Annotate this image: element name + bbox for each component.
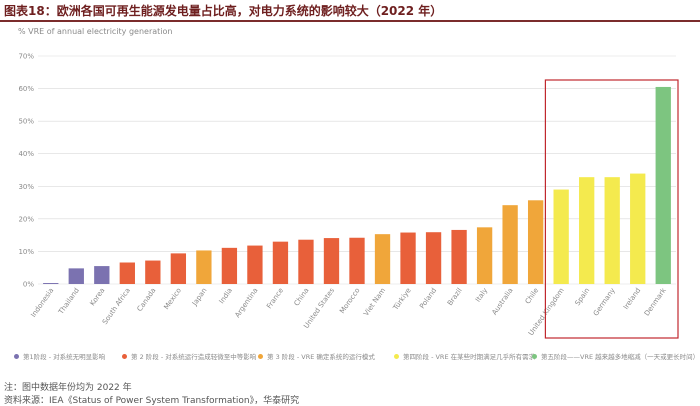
- x-category-label: Australia: [490, 287, 514, 317]
- legend-label: 第四阶段 - VRE 在某些时期满足几乎所有需求: [403, 353, 536, 361]
- bar-argentina: [247, 245, 263, 284]
- bar-spain: [579, 177, 595, 284]
- y-axis-label: % VRE of annual electricity generation: [18, 27, 173, 36]
- legend-label: 第1阶段 - 对系统无明显影响: [23, 353, 106, 361]
- x-category-label: Brazil: [446, 287, 464, 308]
- x-category-label: Germany: [592, 287, 617, 318]
- bar-brazil: [451, 229, 467, 284]
- footnote: 注：图中数据年份均为 2022 年: [4, 383, 132, 393]
- bar-morocco: [349, 237, 365, 284]
- y-tick-label: 10%: [18, 248, 34, 256]
- bars: [43, 86, 671, 284]
- bar-japan: [196, 250, 212, 284]
- highlight-box: [544, 79, 679, 339]
- x-category-label: China: [293, 287, 311, 308]
- bar-korea: [94, 266, 110, 284]
- bar-thailand: [68, 268, 84, 284]
- x-category-label: Italy: [474, 287, 489, 304]
- bar-germany: [604, 177, 620, 284]
- bar-india: [221, 247, 238, 284]
- x-category-label: Türkiye: [391, 287, 413, 313]
- x-category-label: Indonesia: [29, 287, 55, 319]
- x-category-label: Spain: [574, 287, 592, 308]
- y-tick-label: 0%: [23, 281, 34, 289]
- x-category-label: Morocco: [338, 287, 361, 316]
- bar-poland: [425, 232, 442, 284]
- bar-united-kingdom: [553, 189, 569, 284]
- x-category-label: Ireland: [622, 287, 642, 311]
- bar-canada: [145, 260, 161, 284]
- chart-title: 图表18：欧洲各国可再生能源发电量占比高，对电力系统的影响较大（2022 年）: [4, 4, 443, 18]
- legend-label: 第五阶段——VRE 越来越多地缩减（一天或更长时间）: [541, 353, 700, 361]
- y-tick-label: 30%: [18, 183, 34, 191]
- title-bar: 图表18：欧洲各国可再生能源发电量占比高，对电力系统的影响较大（2022 年）: [0, 0, 700, 22]
- bar-chile: [527, 200, 544, 284]
- y-tick-label: 40%: [18, 150, 34, 158]
- bar-t-rkiye: [400, 232, 416, 284]
- x-category-label: Mexico: [162, 287, 183, 312]
- legend-item: 第五阶段——VRE 越来越多地缩减（一天或更长时间）: [532, 351, 699, 361]
- legend-item: 第 3 阶段 - VRE 确定系统的运行模式: [258, 351, 375, 361]
- x-category-label: France: [265, 287, 285, 311]
- x-category-label: Korea: [88, 287, 106, 308]
- bar-south-africa: [119, 262, 135, 284]
- y-axis-ticks: 0% 10% 20% 30% 40% 50% 60% 70%: [18, 53, 34, 289]
- bar-australia: [502, 205, 518, 284]
- legend-swatch: [258, 353, 263, 359]
- source-note: 资料来源：IEA《Status of Power System Transfor…: [4, 396, 300, 406]
- bar-france: [272, 241, 289, 284]
- bar-china: [298, 239, 314, 284]
- legend-label: 第 2 阶段 - 对系统运行造成轻微至中等影响: [131, 353, 257, 361]
- x-category-label: Poland: [418, 287, 438, 311]
- legend-swatch: [14, 353, 19, 359]
- bar-mexico: [170, 253, 187, 284]
- x-category-label: Denmark: [643, 286, 669, 318]
- bar-united-states: [323, 238, 340, 284]
- x-category-label: South Africa: [101, 287, 132, 326]
- bar-ireland: [630, 173, 646, 284]
- x-category-label: Chile: [524, 287, 541, 306]
- legend-swatch: [122, 353, 127, 359]
- x-category-label: Canada: [136, 287, 158, 313]
- legend-label: 第 3 阶段 - VRE 确定系统的运行模式: [267, 353, 375, 361]
- y-tick-label: 20%: [18, 215, 34, 223]
- x-category-label: Japan: [190, 287, 208, 308]
- bar-denmark: [655, 86, 671, 284]
- legend-item: 第1阶段 - 对系统无明显影响: [14, 351, 105, 361]
- legend-item: 第四阶段 - VRE 在某些时期满足几乎所有需求: [394, 351, 535, 361]
- bar-italy: [476, 227, 493, 284]
- legend-item: 第 2 阶段 - 对系统运行造成轻微至中等影响: [122, 351, 256, 361]
- y-tick-label: 60%: [18, 85, 34, 93]
- x-category-label: India: [218, 287, 234, 306]
- chart-grid: [38, 55, 676, 285]
- bar-chart: 0% 10% 20% 30% 40% 50% 60% 70% Indonesia Thailan…: [18, 53, 679, 339]
- legend-swatch: [532, 353, 537, 359]
- x-category-label: Argentina: [233, 287, 259, 320]
- bar-indonesia: [43, 283, 59, 284]
- bar-viet-nam: [374, 234, 391, 284]
- y-tick-label: 70%: [18, 53, 34, 61]
- legend-swatch: [394, 353, 399, 359]
- x-category-label: Thailand: [57, 287, 81, 317]
- y-tick-label: 50%: [18, 118, 34, 126]
- x-category-label: Viet Nam: [362, 286, 387, 317]
